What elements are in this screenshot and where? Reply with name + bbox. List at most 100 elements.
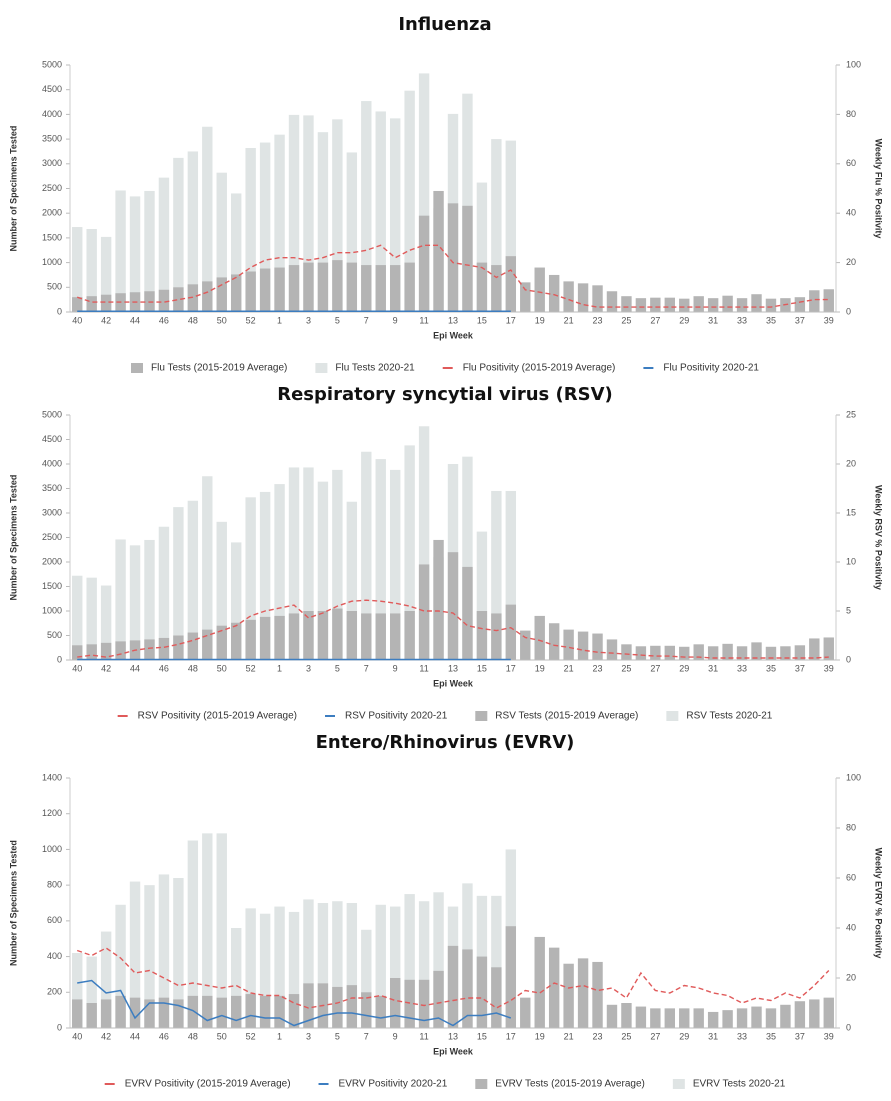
legend-label: Flu Positivity 2020-21 bbox=[663, 363, 759, 374]
bar bbox=[303, 467, 314, 660]
bar bbox=[433, 892, 444, 1028]
bar bbox=[158, 526, 170, 660]
y2-tick-label: 100 bbox=[846, 772, 861, 782]
bar bbox=[433, 190, 444, 312]
y-tick-label: 1000 bbox=[42, 257, 62, 267]
legend-label: Flu Tests 2020-21 bbox=[335, 363, 415, 374]
bar bbox=[100, 236, 112, 312]
x-tick-label: 13 bbox=[448, 663, 458, 673]
x-tick-label: 23 bbox=[593, 663, 603, 673]
bar bbox=[375, 904, 386, 1028]
x-tick-label: 7 bbox=[364, 1031, 369, 1041]
bar bbox=[317, 481, 329, 660]
bar bbox=[462, 93, 473, 312]
x-tick-label: 33 bbox=[737, 315, 747, 325]
legend-swatch bbox=[315, 363, 328, 373]
bar bbox=[303, 899, 314, 1028]
bar bbox=[231, 622, 242, 660]
y-tick-label: 0 bbox=[57, 306, 62, 316]
bar bbox=[216, 625, 227, 660]
x-tick-label: 3 bbox=[306, 663, 311, 673]
bar bbox=[722, 643, 733, 660]
bar bbox=[765, 298, 777, 312]
bar bbox=[72, 645, 83, 660]
x-tick-label: 35 bbox=[766, 1031, 776, 1041]
bar bbox=[505, 604, 517, 660]
legend-label: RSV Tests (2015-2019 Average) bbox=[495, 711, 638, 722]
x-tick-label: 42 bbox=[101, 1031, 111, 1041]
bar bbox=[245, 497, 256, 660]
bar bbox=[563, 963, 574, 1028]
x-tick-label: 35 bbox=[766, 315, 776, 325]
y-tick-label: 2500 bbox=[42, 183, 62, 193]
x-tick-label: 17 bbox=[506, 315, 516, 325]
bar bbox=[491, 265, 502, 312]
bar bbox=[173, 287, 184, 312]
bar bbox=[216, 277, 227, 312]
bar bbox=[375, 111, 386, 312]
x-tick-label: 46 bbox=[159, 1031, 169, 1041]
bar bbox=[592, 285, 603, 312]
line bbox=[76, 947, 830, 1009]
x-tick-label: 23 bbox=[593, 315, 603, 325]
bar bbox=[144, 639, 155, 660]
bar bbox=[736, 646, 748, 660]
legend-swatch bbox=[131, 363, 143, 373]
bar bbox=[274, 267, 285, 312]
bar bbox=[418, 901, 430, 1028]
bar bbox=[158, 289, 170, 312]
bar bbox=[635, 646, 647, 660]
x-tick-label: 29 bbox=[679, 315, 689, 325]
y-tick-label: 0 bbox=[57, 654, 62, 664]
y-tick-label: 600 bbox=[47, 915, 62, 925]
y2-axis-title: Weekly Flu % Positivity bbox=[874, 139, 884, 239]
bar bbox=[346, 985, 358, 1028]
y-tick-label: 5000 bbox=[42, 59, 62, 69]
legend-label: RSV Tests 2020-21 bbox=[686, 711, 772, 722]
x-tick-label: 48 bbox=[188, 663, 198, 673]
y-axis-title: Number of Specimens Tested bbox=[8, 840, 18, 966]
bar bbox=[751, 1006, 762, 1028]
bar bbox=[259, 995, 271, 1028]
bar bbox=[823, 997, 834, 1028]
bar bbox=[462, 949, 473, 1028]
y2-tick-label: 0 bbox=[846, 1022, 851, 1032]
x-tick-label: 3 bbox=[306, 315, 311, 325]
bar bbox=[158, 177, 170, 312]
x-tick-label: 31 bbox=[708, 1031, 718, 1041]
legend-label: EVRV Positivity (2015-2019 Average) bbox=[125, 1079, 291, 1090]
bar bbox=[144, 885, 155, 1028]
bar bbox=[404, 90, 415, 312]
bar bbox=[72, 953, 83, 1028]
bar bbox=[621, 644, 632, 660]
bar bbox=[259, 913, 271, 1028]
bar bbox=[274, 134, 285, 312]
x-tick-label: 37 bbox=[795, 1031, 805, 1041]
bar bbox=[592, 961, 603, 1028]
bar bbox=[187, 840, 199, 1028]
bar bbox=[288, 467, 300, 660]
x-tick-label: 1 bbox=[277, 1031, 282, 1041]
bar bbox=[491, 613, 502, 660]
bar bbox=[809, 999, 820, 1028]
bar bbox=[86, 956, 97, 1028]
bar bbox=[736, 1008, 748, 1028]
bar bbox=[476, 262, 488, 312]
bar bbox=[202, 629, 213, 660]
bar bbox=[404, 611, 415, 660]
legend-label: Flu Tests (2015-2019 Average) bbox=[151, 363, 287, 374]
legend: EVRV Positivity (2015-2019 Average) EVRV … bbox=[104, 1079, 786, 1090]
bar bbox=[288, 265, 300, 312]
bar bbox=[491, 967, 502, 1028]
bar bbox=[765, 646, 777, 660]
bar bbox=[158, 637, 170, 660]
bar bbox=[679, 646, 690, 660]
x-tick-label: 15 bbox=[477, 663, 487, 673]
bar bbox=[115, 539, 126, 660]
y2-tick-label: 100 bbox=[846, 59, 861, 69]
bar bbox=[115, 995, 126, 1028]
bar bbox=[100, 999, 112, 1028]
x-tick-label: 25 bbox=[621, 315, 631, 325]
x-tick-label: 19 bbox=[535, 1031, 545, 1041]
y-tick-label: 4500 bbox=[42, 84, 62, 94]
